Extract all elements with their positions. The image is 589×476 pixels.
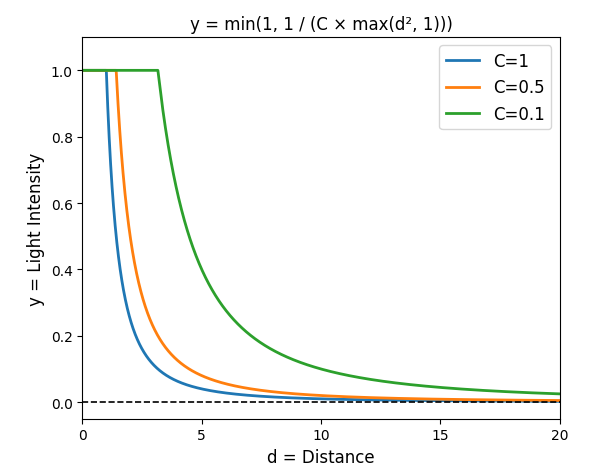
C=0.1 bbox=[542, 391, 549, 397]
Line: C=0.1: C=0.1 bbox=[82, 71, 560, 394]
Line: C=0.5: C=0.5 bbox=[82, 71, 560, 401]
C=0.5 bbox=[311, 393, 318, 398]
Y-axis label: y = Light Intensity: y = Light Intensity bbox=[27, 152, 45, 305]
C=0.1 bbox=[79, 69, 86, 74]
Title: y = min(1, 1 / (C × max(d², 1))): y = min(1, 1 / (C × max(d², 1))) bbox=[190, 16, 452, 34]
C=1 bbox=[455, 398, 462, 404]
C=0.1 bbox=[556, 391, 563, 397]
C=0.5 bbox=[542, 398, 549, 404]
C=0.5 bbox=[455, 397, 462, 403]
C=0.1 bbox=[455, 386, 462, 392]
C=0.1 bbox=[103, 69, 110, 74]
C=1 bbox=[542, 398, 549, 404]
C=1 bbox=[79, 69, 86, 74]
C=0.5 bbox=[298, 392, 305, 397]
C=1 bbox=[542, 398, 549, 404]
C=0.5 bbox=[542, 398, 549, 404]
C=0.1 bbox=[542, 391, 549, 397]
C=0.5 bbox=[556, 398, 563, 404]
C=0.1 bbox=[311, 365, 318, 370]
C=1 bbox=[311, 396, 318, 402]
C=1 bbox=[298, 396, 305, 401]
C=1 bbox=[556, 398, 563, 404]
Legend: C=1, C=0.5, C=0.1: C=1, C=0.5, C=0.1 bbox=[439, 46, 551, 130]
Line: C=1: C=1 bbox=[82, 71, 560, 401]
C=1 bbox=[103, 81, 110, 87]
C=0.5 bbox=[103, 69, 110, 74]
C=0.1 bbox=[298, 360, 305, 366]
X-axis label: d = Distance: d = Distance bbox=[267, 448, 375, 466]
C=0.5 bbox=[79, 69, 86, 74]
